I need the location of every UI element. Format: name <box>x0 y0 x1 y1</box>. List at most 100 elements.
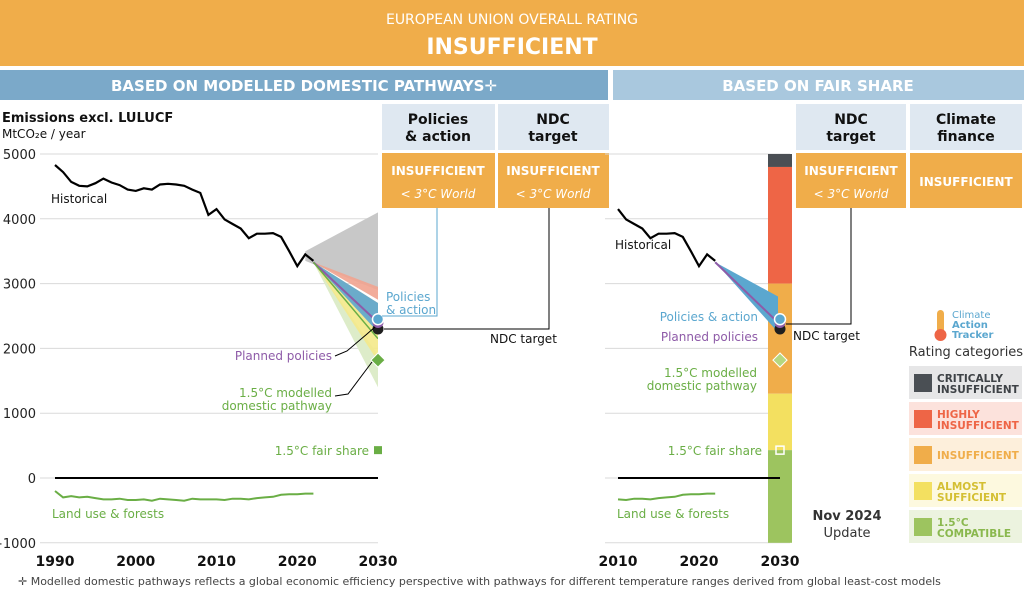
historical-line <box>54 164 315 269</box>
legend-swatch <box>914 482 932 500</box>
x-tick-label-right: 2030 <box>761 554 800 570</box>
pathway-marker-right <box>772 352 788 368</box>
fair-share-label-right: 1.5°C fair share <box>668 444 762 458</box>
thermometer-icon <box>937 310 944 335</box>
legend-label-line1: 1.5°C <box>937 517 969 529</box>
y-axis-title: Emissions excl. LULUCF <box>2 111 173 126</box>
rating-banner <box>0 0 1024 66</box>
policies-action-band-right <box>715 262 778 333</box>
policies-action-label-1: Policies <box>386 290 430 304</box>
fair-share-band <box>768 450 792 543</box>
fair-share-band <box>768 393 792 451</box>
legend-label-line1: HIGHLY <box>937 409 980 421</box>
logo: Climate Action Tracker <box>934 310 993 341</box>
col-ndc-left-title-1: NDC <box>536 112 570 128</box>
y-tick-label: −1000 <box>0 537 36 552</box>
x-tick-label: 2030 <box>359 554 398 570</box>
legend-title: Rating categories <box>909 345 1023 360</box>
update-date: Nov 2024 <box>813 509 882 524</box>
col-ndc-left: NDC target INSUFFICIENT < 3°C World <box>498 104 609 208</box>
fair-share-marker <box>374 446 382 455</box>
pathway-label-right-2: domestic pathway <box>647 379 757 393</box>
planned-policies-label-right: Planned policies <box>661 330 758 344</box>
x-tick-label-right: 2020 <box>680 554 719 570</box>
policies-action-label-2: & action <box>386 303 436 317</box>
ndc-range-band <box>305 212 378 291</box>
col-ndc-left-sub: < 3°C World <box>516 187 591 201</box>
col-policies-title-2: & action <box>405 129 471 145</box>
pathway-line <box>312 261 379 340</box>
legend-swatch <box>914 374 932 392</box>
col-policies-rating: INSUFFICIENT <box>391 164 485 178</box>
fair-share-label: 1.5°C fair share <box>275 444 369 458</box>
fair-share-band <box>768 166 792 284</box>
rating-legend: CRITICALLYINSUFFICIENTHIGHLYINSUFFICIENT… <box>909 366 1022 543</box>
legend-label-line1: ALMOST <box>937 481 987 493</box>
fair-share-band <box>768 154 792 167</box>
ndc-leader-left <box>384 208 550 330</box>
planned-policies-line <box>312 261 379 324</box>
col-ndc-left-rating: INSUFFICIENT <box>506 164 600 178</box>
ndc-target-label-right: NDC target <box>793 329 860 343</box>
col-ndc-right-rating: INSUFFICIENT <box>804 164 898 178</box>
fair-share-marker-right <box>775 445 785 455</box>
ndc-target-label: NDC target <box>490 332 557 346</box>
col-policies-title-1: Policies <box>408 112 468 128</box>
y-tick-label: 5000 <box>3 148 36 163</box>
y-tick-label: 3000 <box>3 278 36 293</box>
col-ndc-right-sub: < 3°C World <box>814 187 889 201</box>
col-finance: Climate finance INSUFFICIENT <box>910 104 1022 208</box>
logo-text-3: Tracker <box>952 330 993 341</box>
update-label: Update <box>823 526 870 541</box>
almost-sufficient-range <box>313 262 378 362</box>
legend-label-line2: SUFFICIENT <box>937 492 1007 504</box>
x-tick-label: 2020 <box>278 554 317 570</box>
land-use-line <box>54 490 314 502</box>
historical-label: Historical <box>51 192 107 206</box>
col-finance-rating: INSUFFICIENT <box>919 175 1013 189</box>
chart-right-edge-mask <box>378 150 382 550</box>
banner-title: EUROPEAN UNION OVERALL RATING <box>386 12 638 28</box>
policies-action-marker-right <box>773 312 787 326</box>
y-tick-label: 2000 <box>3 342 36 357</box>
col-ndc-right-title-2: target <box>826 129 876 145</box>
legend-swatch <box>914 410 932 428</box>
highly-insufficient-range <box>313 262 378 300</box>
col-ndc-left-title-2: target <box>528 129 578 145</box>
right-section-header <box>613 70 1024 100</box>
land-use-line-right <box>617 492 716 502</box>
pathway-label-2: domestic pathway <box>222 399 332 413</box>
col-finance-title-1: Climate <box>936 112 996 128</box>
overall-rating: INSUFFICIENT <box>426 35 597 60</box>
pathway-label-right-1: 1.5°C modelled <box>664 366 757 380</box>
legend-label: INSUFFICIENT <box>937 450 1020 462</box>
policies-action-marker <box>371 312 385 326</box>
pathway-leader <box>334 361 373 397</box>
policies-leader <box>382 208 438 317</box>
y-tick-label: 1000 <box>3 407 36 422</box>
footnote: ✛ Modelled domestic pathways reflects a … <box>18 575 941 588</box>
planned-leader <box>334 326 376 357</box>
x-tick-label: 2010 <box>197 554 236 570</box>
col-ndc-right-title-1: NDC <box>834 112 868 128</box>
policies-action-band <box>313 262 378 333</box>
col-ndc-right: NDC target INSUFFICIENT < 3°C World <box>796 104 906 208</box>
legend-label-line2: INSUFFICIENT <box>937 384 1020 396</box>
pathway-range-band <box>313 262 378 388</box>
right-section-title: BASED ON FAIR SHARE <box>722 77 914 95</box>
policies-action-label-right: Policies & action <box>660 310 758 324</box>
pathway-label-1: 1.5°C modelled <box>239 386 332 400</box>
pathway-marker <box>370 352 386 368</box>
planned-policies-label: Planned policies <box>235 349 332 363</box>
logo-text-2: Action <box>952 320 988 331</box>
col-finance-title-2: finance <box>937 129 995 145</box>
historical-line-right <box>617 208 716 269</box>
x-tick-label: 1990 <box>36 554 75 570</box>
col-policies-sub: < 3°C World <box>401 187 476 201</box>
legend-label-line1: CRITICALLY <box>937 373 1003 385</box>
land-use-label: Land use & forests <box>52 507 164 521</box>
x-tick-label: 2000 <box>116 554 155 570</box>
chart-domestic-pathways: Historical Land use & forests Policies& ac… <box>51 150 557 550</box>
